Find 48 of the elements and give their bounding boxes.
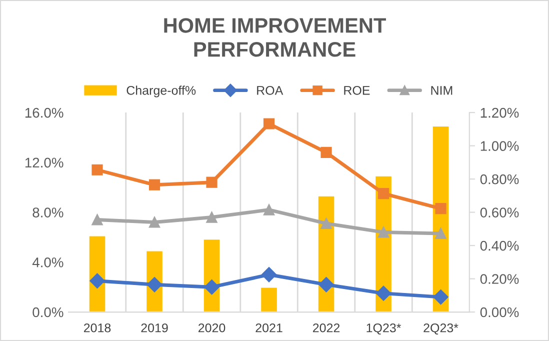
point <box>263 204 275 216</box>
bar <box>431 125 450 312</box>
point <box>148 216 160 228</box>
legend-label: ROE <box>344 86 370 95</box>
bar <box>260 286 278 312</box>
point <box>433 289 448 305</box>
x-tick-label: 2022 <box>312 323 340 332</box>
point <box>376 286 392 301</box>
y-tick-label: 16.0% <box>25 108 64 118</box>
point <box>204 280 220 295</box>
bar <box>88 234 107 312</box>
point <box>378 226 390 238</box>
y2-tick-label: 1.20% <box>480 108 519 118</box>
y-tick-label: 8.0% <box>32 208 64 218</box>
point <box>263 118 275 130</box>
point <box>435 228 446 240</box>
point <box>320 218 332 230</box>
point <box>320 146 332 158</box>
point <box>206 212 218 223</box>
point <box>261 267 277 282</box>
point <box>90 273 105 288</box>
point <box>146 277 162 292</box>
point <box>206 176 218 188</box>
x-tick-label: 1Q23* <box>366 323 402 335</box>
y2-tick-label: 0.60% <box>480 208 519 218</box>
chart-title: HOME IMPROVEMENT PERFORMANCE <box>164 18 386 57</box>
point <box>318 277 334 292</box>
y-tick-label: 0.0% <box>32 307 64 318</box>
y2-tick-label: 0.00% <box>480 307 519 318</box>
point <box>92 214 103 226</box>
legend-label: ROA <box>257 86 284 95</box>
point <box>435 202 446 214</box>
y-tick-label: 4.0% <box>32 257 64 268</box>
x-tick-label: 2020 <box>198 323 226 332</box>
x-tick-label: 2018 <box>84 323 111 332</box>
y-tick-label: 12.0% <box>25 158 64 168</box>
legend-label: NIM <box>431 86 452 95</box>
point <box>92 164 103 176</box>
legend-label: Charge-off% <box>126 86 196 98</box>
point <box>378 188 390 200</box>
y2-tick-label: 1.00% <box>480 141 519 151</box>
y2-tick-label: 0.20% <box>480 274 519 284</box>
x-tick-label: 2Q23* <box>424 323 458 335</box>
y2-tick-label: 0.80% <box>480 174 519 184</box>
y2-tick-label: 0.40% <box>480 240 519 251</box>
point <box>148 179 160 190</box>
x-tick-label: 2021 <box>256 323 282 332</box>
x-tick-label: 2019 <box>141 323 168 332</box>
